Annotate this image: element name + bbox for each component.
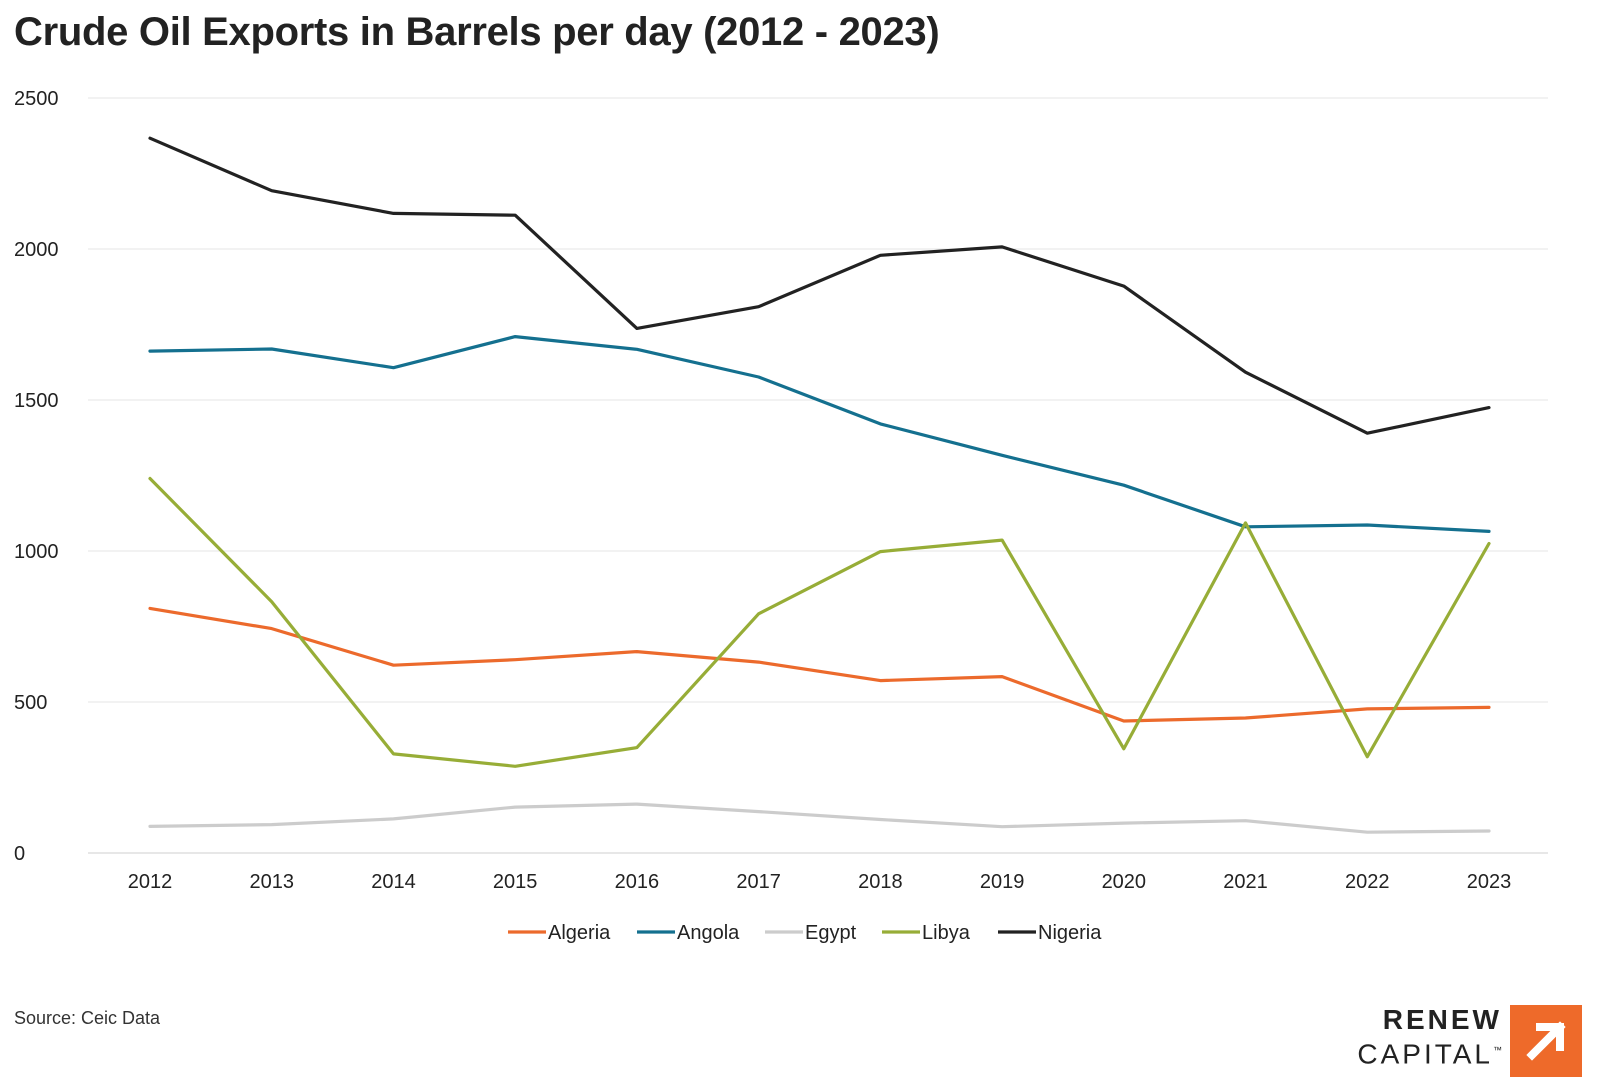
logo-line-2: CAPITAL™ bbox=[1352, 1035, 1502, 1069]
arrow-up-right-icon bbox=[1510, 1005, 1582, 1077]
x-tick-label: 2018 bbox=[858, 871, 903, 893]
legend-label-libya: Libya bbox=[922, 922, 971, 944]
x-tick-label: 2021 bbox=[1223, 871, 1268, 893]
source-note: Source: Ceic Data bbox=[14, 1008, 161, 1028]
logo-text: RENEW CAPITAL™ bbox=[1352, 1005, 1502, 1069]
x-tick-label: 2015 bbox=[493, 871, 538, 893]
series-line-algeria bbox=[148, 606, 1491, 723]
x-tick-label: 2014 bbox=[371, 871, 416, 893]
grid-lines bbox=[88, 97, 1548, 854]
x-tick-label: 2022 bbox=[1345, 871, 1390, 893]
x-tick-label: 2012 bbox=[128, 871, 173, 893]
legend-label-algeria: Algeria bbox=[548, 922, 611, 944]
legend: Algeria Angola Egypt Libya Nigeria bbox=[508, 922, 1102, 944]
x-tick-label: 2023 bbox=[1467, 871, 1512, 893]
x-tick-label: 2013 bbox=[249, 871, 294, 893]
x-tick-label: 2017 bbox=[736, 871, 781, 893]
x-tick-label: 2019 bbox=[980, 871, 1025, 893]
y-tick-label: 2500 bbox=[14, 88, 59, 110]
legend-label-egypt: Egypt bbox=[805, 922, 857, 944]
x-axis-ticks: 2012 2013 2014 2015 2016 2017 2018 2019 2020 2021… bbox=[128, 871, 1512, 893]
y-tick-label: 1000 bbox=[14, 541, 59, 563]
logo-line-2-text: CAPITAL bbox=[1357, 1038, 1493, 1070]
series-line-nigeria bbox=[148, 136, 1491, 435]
series-line-egypt bbox=[148, 802, 1491, 834]
series-lines bbox=[148, 136, 1491, 834]
x-tick-label: 2020 bbox=[1102, 871, 1147, 893]
legend-label-angola: Angola bbox=[677, 922, 740, 944]
y-tick-label: 1500 bbox=[14, 390, 59, 412]
y-tick-label: 500 bbox=[14, 692, 47, 714]
y-axis-ticks: 0 500 1000 1500 2000 2500 bbox=[14, 88, 59, 865]
trademark-mark: ™ bbox=[1493, 1045, 1502, 1055]
y-tick-label: 2000 bbox=[14, 239, 59, 261]
x-tick-label: 2016 bbox=[615, 871, 660, 893]
legend-label-nigeria: Nigeria bbox=[1038, 922, 1102, 944]
y-tick-label: 0 bbox=[14, 843, 25, 865]
series-line-libya bbox=[148, 476, 1491, 768]
series-line-angola bbox=[148, 335, 1491, 534]
renew-capital-logo: RENEW CAPITAL™ bbox=[1352, 1005, 1582, 1080]
chart-title: Crude Oil Exports in Barrels per day (20… bbox=[14, 10, 940, 54]
logo-line-1: RENEW bbox=[1382, 1004, 1502, 1035]
